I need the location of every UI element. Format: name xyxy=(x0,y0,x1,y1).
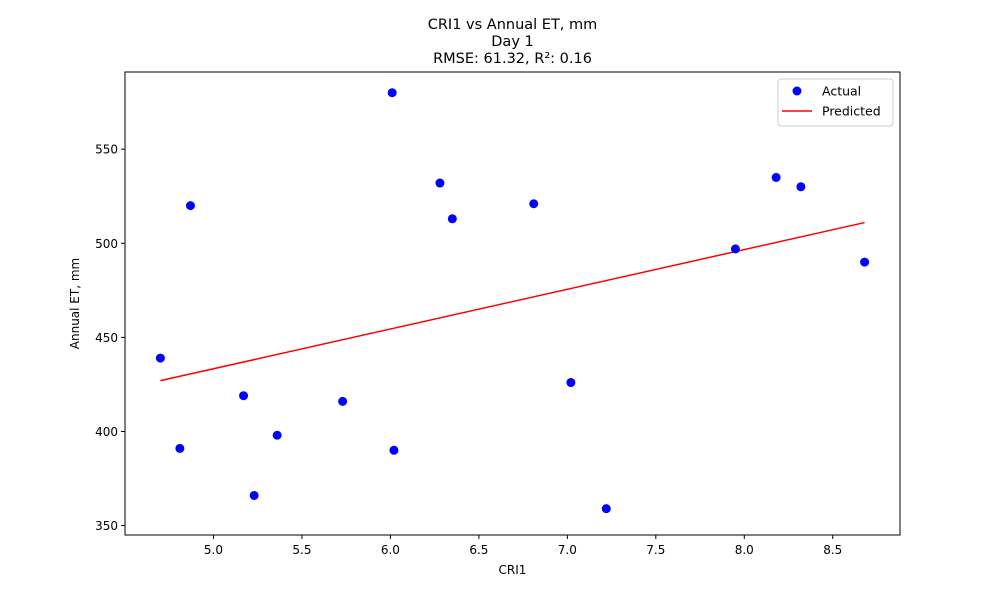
chart-title: CRI1 vs Annual ET, mm xyxy=(428,17,598,33)
actual-point-1 xyxy=(175,443,185,453)
actual-point-13 xyxy=(601,504,611,514)
x-tick-label: 8.5 xyxy=(823,543,842,557)
x-tick-label: 5.5 xyxy=(292,543,311,557)
x-tick-label: 5.0 xyxy=(204,543,223,557)
actual-point-11 xyxy=(529,199,539,209)
actual-point-16 xyxy=(796,182,806,192)
actual-point-2 xyxy=(185,201,195,211)
actual-point-5 xyxy=(272,430,282,440)
y-tick-label: 550 xyxy=(95,143,118,157)
y-axis-label: Annual ET, mm xyxy=(68,258,82,349)
actual-point-15 xyxy=(771,172,781,182)
x-tick-label: 8.0 xyxy=(735,543,754,557)
legend-box xyxy=(777,78,894,127)
actual-point-6 xyxy=(338,396,348,406)
x-axis-label: CRI1 xyxy=(499,563,527,577)
x-tick-label: 6.5 xyxy=(469,543,488,557)
actual-point-8 xyxy=(389,445,399,455)
y-tick-label: 350 xyxy=(95,519,118,533)
plot-layer xyxy=(155,88,870,514)
x-tick-label: 6.0 xyxy=(381,543,400,557)
actual-point-10 xyxy=(447,214,457,224)
x-tick-label: 7.5 xyxy=(646,543,665,557)
legend-label-actual: Actual xyxy=(822,84,861,99)
y-tick-label: 450 xyxy=(95,331,118,345)
actual-point-7 xyxy=(387,88,397,98)
legend-label-predicted: Predicted xyxy=(822,104,881,119)
actual-point-9 xyxy=(435,178,445,188)
actual-point-0 xyxy=(155,353,165,363)
axes-frame xyxy=(124,71,901,536)
actual-point-3 xyxy=(239,391,249,401)
actual-point-12 xyxy=(566,378,576,388)
tick-layer: 5.0 5.5 6.0 6.5 7.0 7.5 8.0 8.5 350 400 450 500 550 xyxy=(95,143,842,557)
actual-point-4 xyxy=(249,490,259,500)
actual-point-17 xyxy=(860,257,870,267)
y-tick-label: 500 xyxy=(95,237,118,251)
predicted-line xyxy=(160,221,865,382)
x-tick-label: 7.0 xyxy=(558,543,577,557)
legend-marker-actual xyxy=(792,86,802,96)
chart-subtitle: Day 1 xyxy=(491,34,533,50)
actual-point-14 xyxy=(730,244,740,254)
legend: Actual Predicted xyxy=(777,78,894,127)
chart-metrics: RMSE: 61.32, R²: 0.16 xyxy=(433,51,592,67)
y-tick-label: 400 xyxy=(95,425,118,439)
